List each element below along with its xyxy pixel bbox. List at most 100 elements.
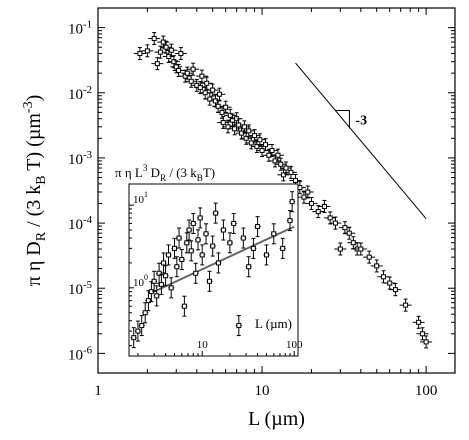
data-point-marker	[204, 80, 210, 86]
data-point-marker	[248, 140, 254, 146]
data-point	[253, 133, 266, 147]
data-point-marker	[184, 70, 190, 76]
data-point	[266, 143, 279, 157]
inset-data-point	[192, 262, 199, 284]
inset-data-point	[212, 202, 219, 224]
x-tick-label: 1	[94, 383, 102, 399]
data-point-marker	[374, 263, 380, 269]
inset-x-tick-label: 10	[197, 339, 209, 351]
data-point-marker	[131, 335, 137, 341]
data-point-marker	[160, 39, 166, 45]
inset-data-point	[250, 237, 257, 259]
data-point-marker	[176, 235, 182, 241]
data-point-marker	[145, 298, 151, 304]
inset-y-tick-label: 101	[133, 190, 148, 206]
inset-data-point	[148, 281, 155, 303]
data-point	[363, 250, 376, 264]
data-point-marker	[264, 252, 270, 258]
data-point-marker	[271, 231, 277, 237]
data-point	[318, 199, 331, 213]
data-point-marker	[202, 90, 208, 96]
data-point-marker	[288, 169, 294, 175]
data-point-marker	[287, 218, 293, 224]
data-point	[242, 124, 255, 138]
data-point-marker	[387, 280, 393, 286]
data-point-marker	[250, 245, 256, 251]
data-point-marker	[257, 137, 263, 143]
inset-data-point	[186, 219, 193, 241]
data-point	[305, 196, 318, 210]
data-point-marker	[139, 323, 145, 329]
data-point-marker	[342, 225, 348, 231]
data-point	[259, 138, 272, 152]
y-tick-label: 10-3	[68, 149, 92, 168]
data-point	[334, 242, 347, 256]
data-point-marker	[416, 319, 422, 325]
inset-data-point	[240, 227, 247, 249]
inset-data-point	[209, 235, 216, 257]
inset-y-axis-title: π η L3 DR / (3 kBT)	[115, 163, 215, 183]
data-point-marker	[243, 135, 249, 141]
data-point-marker	[210, 243, 216, 249]
data-point-marker	[178, 51, 184, 57]
data-point-marker	[206, 278, 212, 284]
data-point-marker	[156, 270, 162, 276]
data-point-marker	[332, 220, 338, 226]
data-point-marker	[158, 281, 164, 287]
data-point	[187, 62, 200, 76]
data-point-marker	[142, 310, 148, 316]
inset-x-axis-title: L (µm)	[255, 316, 292, 331]
data-point	[240, 131, 253, 145]
data-point	[194, 81, 207, 95]
data-point	[277, 168, 290, 182]
data-point-marker	[137, 51, 143, 57]
data-point-marker	[252, 133, 258, 139]
data-point-marker	[188, 248, 194, 254]
data-point	[206, 83, 219, 97]
slope-triangle	[335, 110, 350, 129]
data-point	[420, 335, 433, 349]
data-point	[200, 76, 213, 90]
data-point-marker	[154, 293, 160, 299]
inset-data-point	[171, 237, 178, 259]
data-point-marker	[236, 323, 242, 329]
data-point-marker	[255, 224, 261, 230]
data-point-marker	[366, 254, 372, 260]
data-point-marker	[190, 66, 196, 72]
inset-data-point	[289, 191, 296, 213]
data-point-marker	[308, 200, 314, 206]
inset-data-point	[220, 219, 227, 241]
data-point-marker	[231, 220, 237, 226]
data-point-marker	[213, 210, 219, 216]
data-point	[219, 100, 232, 114]
data-point-marker	[423, 339, 429, 345]
data-point-marker	[301, 194, 307, 200]
data-point-marker	[403, 302, 409, 308]
data-point-marker	[315, 209, 321, 215]
data-point-marker	[266, 152, 272, 158]
data-point	[154, 45, 167, 59]
inset-data-point	[130, 327, 137, 349]
data-point	[209, 94, 222, 108]
inset-data-point	[134, 320, 141, 342]
inset-data-point	[215, 252, 222, 274]
data-point-marker	[278, 161, 284, 167]
inset-data-point	[176, 227, 183, 249]
inset-data-point	[190, 212, 197, 234]
inset-data-point	[199, 244, 206, 266]
inset-plot: 10 100 100 101 π η L3 DR / (3 kBT) L (µm)	[115, 163, 303, 357]
data-point-marker	[350, 240, 356, 246]
data-point-marker	[195, 237, 201, 243]
inset-data-point	[245, 256, 252, 278]
data-point-marker	[283, 165, 289, 171]
data-point-marker	[259, 147, 265, 153]
data-point-marker	[246, 128, 252, 134]
data-point-marker	[171, 59, 177, 65]
inset-data-point	[162, 265, 169, 287]
data-point-marker	[199, 252, 205, 258]
data-point-marker	[215, 260, 221, 266]
data-point-marker	[179, 257, 185, 263]
y-tick-label: 10-1	[68, 19, 92, 38]
x-tick-label: 10	[255, 383, 270, 399]
inset-data-point	[286, 210, 293, 232]
